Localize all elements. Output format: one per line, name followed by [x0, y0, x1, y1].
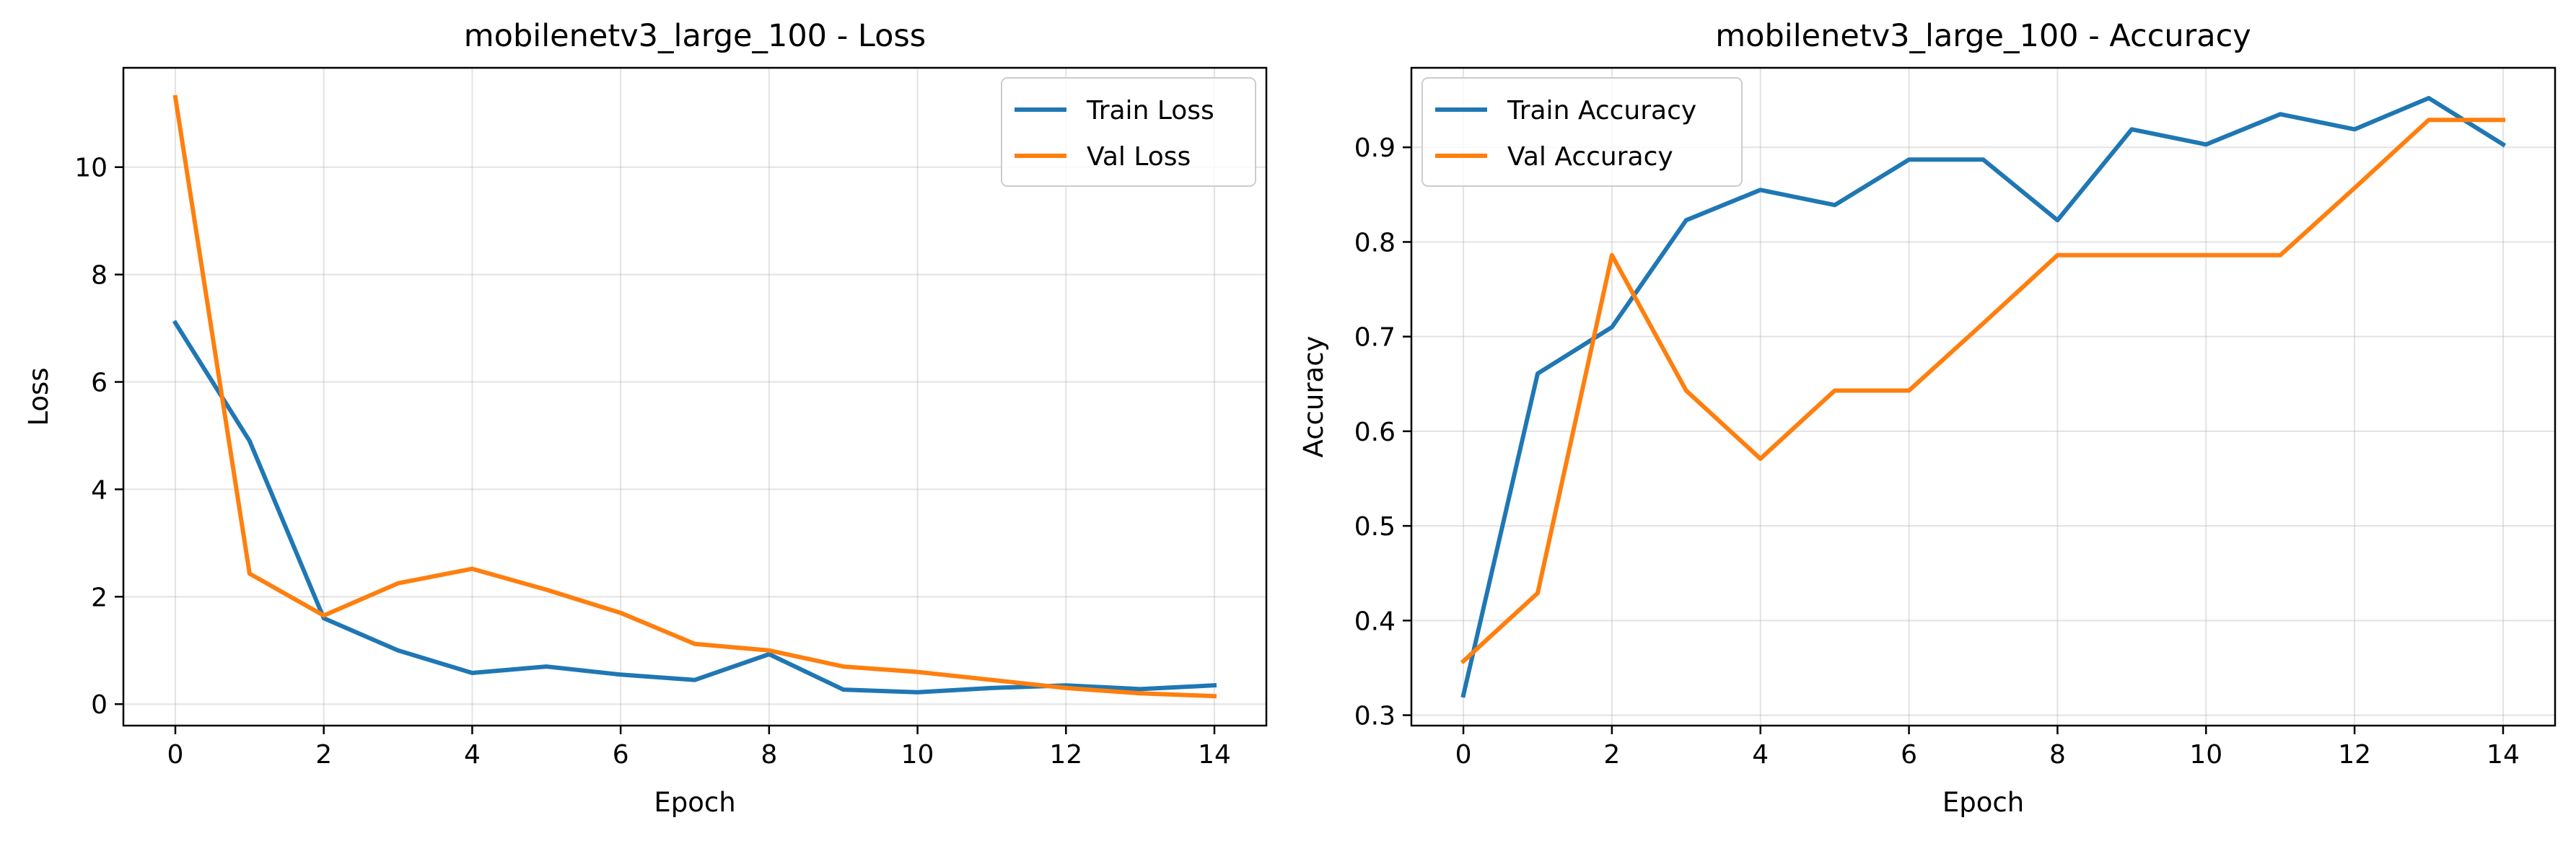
chart-title: mobilenetv3_large_100 - Loss [464, 18, 926, 54]
legend-label: Val Accuracy [1507, 142, 1673, 172]
y-tick-label: 0.8 [1354, 228, 1396, 257]
legend-label: Val Loss [1087, 142, 1191, 172]
y-tick-label: 6 [91, 369, 108, 398]
x-tick-label: 0 [1455, 740, 1472, 770]
x-tick-label: 6 [1901, 740, 1917, 770]
y-tick-label: 0.5 [1354, 512, 1396, 542]
legend-box [1421, 77, 1743, 187]
legend-label: Train Loss [1086, 96, 1214, 126]
y-tick-label: 2 [91, 583, 108, 612]
y-tick-label: 0.4 [1354, 607, 1396, 636]
axes-frame [122, 66, 1268, 727]
x-tick-label: 12 [2338, 740, 2371, 770]
y-tick-label: 10 [74, 154, 108, 183]
legend: Train Loss Val Loss [1001, 77, 1256, 187]
x-tick-label: 12 [1049, 740, 1082, 770]
legend-box [1001, 77, 1256, 187]
y-tick-label: 0.3 [1354, 702, 1396, 731]
y-tick-label: 0.9 [1354, 133, 1396, 163]
x-tick-label: 10 [901, 740, 934, 770]
y-tick-label: 4 [91, 475, 108, 505]
x-tick-label: 14 [2487, 740, 2520, 770]
y-tick-label: 0.6 [1354, 418, 1396, 447]
x-tick-label: 2 [315, 740, 332, 770]
x-tick-label: 4 [464, 740, 481, 770]
x-axis-label: Epoch [1942, 787, 2024, 818]
x-tick-label: 6 [613, 740, 629, 770]
y-tick-label: 0.7 [1354, 323, 1396, 353]
x-tick-label: 8 [2049, 740, 2066, 770]
legend: Train Accuracy Val Accuracy [1421, 77, 1743, 187]
accuracy-chart: 0 2 4 6 8 10 12 14 0.3 0.4 0.5 0.6 0.7 0.8 0.9 mobilene… [1298, 18, 2557, 818]
legend-label: Train Accuracy [1507, 96, 1696, 126]
x-tick-label: 10 [2189, 740, 2222, 770]
loss-chart: 0 2 4 6 8 10 12 14 0 2 4 6 8 10 mobilenetv3_large_100 … [23, 18, 1268, 818]
series-line-val-loss [172, 94, 1217, 699]
x-tick-label: 8 [761, 740, 777, 770]
axes-frame [1410, 66, 2557, 727]
x-tick-label: 0 [167, 740, 184, 770]
y-axis-label: Loss [23, 367, 54, 426]
x-axis-label: Epoch [654, 787, 735, 818]
x-tick-label: 14 [1198, 740, 1231, 770]
series-line-train-accuracy [1460, 96, 2507, 698]
y-tick-label: 0 [91, 690, 108, 720]
x-tick-label: 2 [1603, 740, 1620, 770]
x-tick-label: 4 [1752, 740, 1769, 770]
chart-title: mobilenetv3_large_100 - Accuracy [1715, 18, 2251, 54]
y-tick-label: 8 [91, 261, 108, 291]
y-axis-label: Accuracy [1298, 336, 1329, 458]
